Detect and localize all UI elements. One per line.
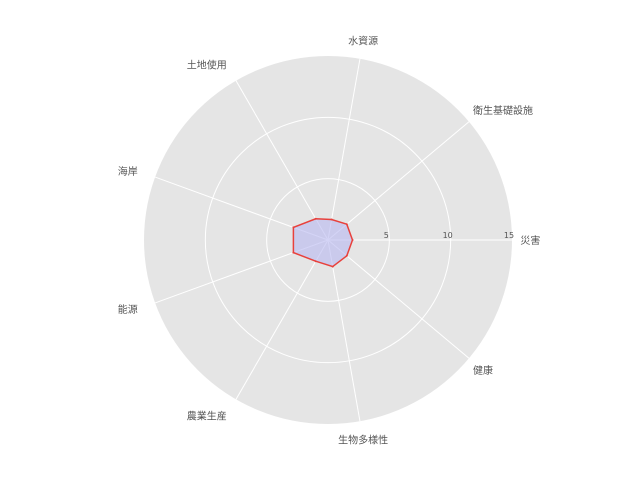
axis-label-2: 水資源 [348, 35, 378, 48]
spoke-2 [327, 58, 361, 241]
axis-label-3: 土地使用 [187, 59, 227, 72]
series-area-0 [293, 218, 353, 267]
r-tick-label-1: 10 [443, 231, 453, 240]
spoke-8 [327, 239, 470, 359]
spoke-7 [327, 239, 361, 422]
series-point-0-7 [331, 265, 334, 268]
axis-label-0: 災害 [520, 234, 540, 247]
axis-label-1: 衛生基礎設施 [473, 104, 533, 117]
axis-label-8: 健康 [473, 364, 493, 377]
spoke-1 [327, 121, 470, 241]
r-tick-label-2: 15 [504, 231, 514, 240]
axis-label-7: 生物多様性 [338, 433, 388, 446]
axis-label-6: 農業生産 [187, 409, 227, 422]
series-point-0-4 [292, 226, 295, 229]
series-point-0-0 [351, 239, 354, 241]
spoke-6 [235, 239, 329, 400]
series-point-0-3 [314, 217, 317, 220]
spoke-3 [235, 80, 329, 241]
series-point-0-1 [345, 223, 348, 226]
r-tick-label-0: 5 [384, 231, 389, 240]
series-point-0-5 [292, 251, 295, 254]
series-point-0-2 [330, 218, 333, 221]
series-point-0-6 [314, 260, 317, 263]
series-line-0 [292, 218, 354, 268]
axis-label-5: 能源 [118, 303, 138, 316]
axis-label-4: 海岸 [118, 165, 138, 178]
series-point-0-8 [345, 254, 348, 257]
